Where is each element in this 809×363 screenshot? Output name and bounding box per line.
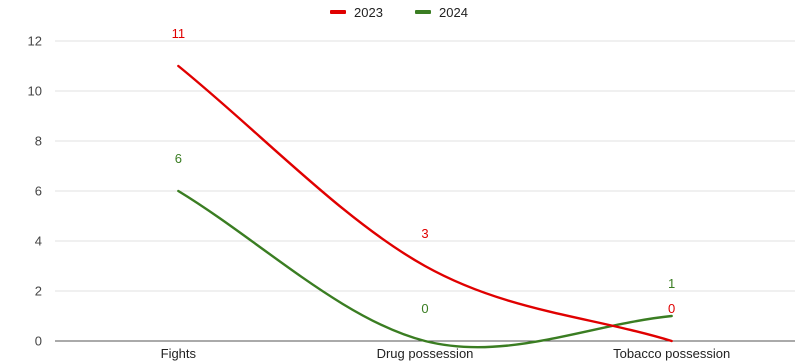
legend[interactable]: 2023 2024: [330, 5, 468, 20]
y-tick-label: 12: [28, 34, 42, 49]
data-label-2023: 11: [172, 26, 186, 41]
legend-swatch: [415, 10, 431, 14]
grid-layer: [55, 40, 795, 342]
y-tick-label: 10: [28, 84, 42, 99]
y-tick-label: 2: [35, 284, 42, 299]
series-line-2023[interactable]: [177, 64, 673, 343]
data-label-2024: 0: [421, 301, 428, 316]
legend-label: 2024: [439, 5, 468, 20]
data-label-2024: 1: [668, 276, 675, 291]
x-tick-label: Fights: [161, 346, 197, 361]
x-tick-label: Drug possession: [377, 346, 474, 361]
y-tick-label: 0: [35, 334, 42, 349]
data-labels-layer: 11 3 0 6 0 1: [172, 26, 676, 316]
legend-label: 2023: [354, 5, 383, 20]
series-line-2024[interactable]: [177, 189, 673, 349]
y-tick-label: 8: [35, 134, 42, 149]
data-label-2024: 6: [175, 151, 182, 166]
y-tick-label: 4: [35, 234, 42, 249]
data-label-2023: 3: [421, 226, 428, 241]
series-layer: [177, 64, 673, 349]
legend-item-2023[interactable]: 2023: [330, 5, 383, 20]
legend-swatch: [330, 10, 346, 14]
legend-item-2024[interactable]: 2024: [415, 5, 468, 20]
y-tick-label: 6: [35, 184, 42, 199]
data-label-2023: 0: [668, 301, 675, 316]
x-tick-label: Tobacco possession: [613, 346, 730, 361]
